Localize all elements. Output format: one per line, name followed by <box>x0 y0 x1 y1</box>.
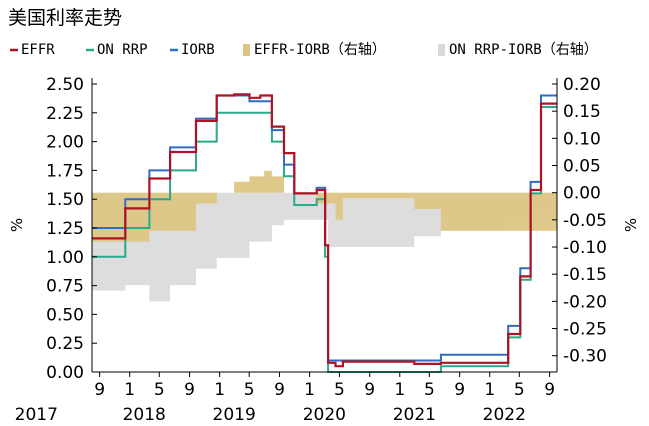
x-tick-label: 9 <box>544 380 555 400</box>
legend-label-on-rrp-iorb: ON RRP-IORB（右轴） <box>449 42 598 58</box>
y-right-tick-label: 0.20 <box>563 75 601 95</box>
y-right-tick-label: -0.05 <box>563 211 607 231</box>
y-left-tick-label: 0.50 <box>46 305 84 325</box>
chart-title: 美国利率走势 <box>8 7 122 29</box>
x-tick-label: 1 <box>124 380 135 400</box>
y-right-label: % <box>622 218 640 232</box>
area-layer <box>92 170 557 302</box>
y-left-tick-label: 0.00 <box>46 363 84 383</box>
x-tick-label: 9 <box>454 380 465 400</box>
y-right-tick-label: -0.30 <box>563 347 607 367</box>
axes: 0.00 0.25 0.50 0.75 1.00 1.25 1.50 1.75 2.00 2.25… <box>15 75 607 425</box>
legend-swatch-on-rrp-iorb <box>438 44 445 56</box>
y-left-tick-label: 2.00 <box>46 133 84 153</box>
y-left-label: % <box>8 218 26 232</box>
y-right-tick-label: 0.10 <box>563 129 601 149</box>
line-layer <box>92 93 557 373</box>
legend: EFFR ON RRP IORB EFFR-IORB（右轴） ON RRP-IORB（右… <box>10 42 598 58</box>
x-tick-label: 1 <box>214 380 225 400</box>
y-right-tick-label: -0.25 <box>563 320 607 340</box>
x-tick-label: 9 <box>364 380 375 400</box>
x-tick-label: 5 <box>334 380 345 400</box>
y-right-tick-label: 0.05 <box>563 157 601 177</box>
x-tick-label: 9 <box>184 380 195 400</box>
y-left-tick-label: 0.25 <box>46 334 84 354</box>
x-year-label: 2021 <box>393 405 436 425</box>
x-tick-label: 5 <box>244 380 255 400</box>
x-tick-label: 5 <box>424 380 435 400</box>
y-left-tick-label: 1.25 <box>46 219 84 239</box>
x-tick-label: 5 <box>154 380 165 400</box>
line-effr <box>92 93 557 368</box>
x-year-label: 2022 <box>483 405 526 425</box>
x-tick-label: 5 <box>514 380 525 400</box>
x-year-label: 2019 <box>213 405 256 425</box>
x-tick-label: 9 <box>274 380 285 400</box>
legend-label-effr: EFFR <box>21 42 55 58</box>
legend-label-iorb: IORB <box>181 42 215 58</box>
x-tick-label: 1 <box>304 380 315 400</box>
y-left-tick-label: 2.50 <box>46 75 84 95</box>
area-effr-iorb <box>92 170 557 242</box>
area-on-rrp-iorb <box>92 192 557 302</box>
x-tick-label: 9 <box>94 380 105 400</box>
y-right-tick-label: -0.20 <box>563 292 607 312</box>
y-right-tick-label: 0.15 <box>563 102 601 122</box>
x-tick-label: 1 <box>484 380 495 400</box>
x-year-label: 2017 <box>15 405 58 425</box>
y-left-tick-label: 1.00 <box>46 248 84 268</box>
legend-label-effr-iorb: EFFR-IORB（右轴） <box>254 42 386 58</box>
legend-label-on-rrp: ON RRP <box>97 42 148 58</box>
y-right-tick-label: -0.10 <box>563 238 607 258</box>
x-year-label: 2020 <box>303 405 346 425</box>
y-left-tick-label: 2.25 <box>46 104 84 124</box>
x-tick-label: 1 <box>394 380 405 400</box>
y-right-tick-label: 0.00 <box>563 184 601 204</box>
y-left-tick-label: 0.75 <box>46 277 84 297</box>
y-right-tick-label: -0.15 <box>563 265 607 285</box>
legend-swatch-effr-iorb <box>243 44 250 56</box>
x-year-label: 2018 <box>123 405 166 425</box>
y-left-tick-label: 1.75 <box>46 161 84 181</box>
y-left-tick-label: 1.50 <box>46 190 84 210</box>
